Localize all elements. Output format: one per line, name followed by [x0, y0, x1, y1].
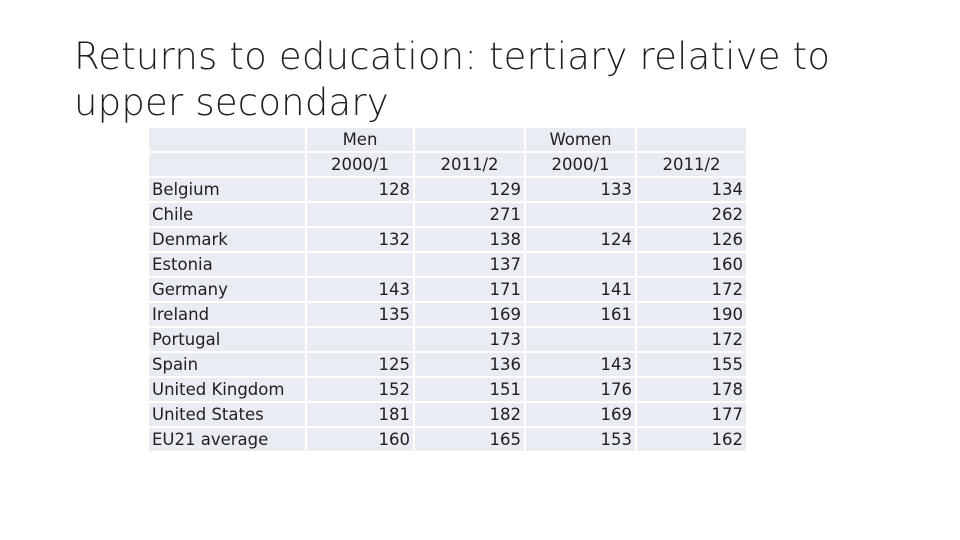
country-cell: Belgium: [149, 178, 305, 201]
header-men-2011: 2011/2: [415, 153, 524, 176]
women-2000-cell: 124: [526, 228, 635, 251]
men-2011-cell: 173: [415, 328, 524, 351]
men-2011-cell: 171: [415, 278, 524, 301]
header-cell: [149, 128, 305, 151]
women-2011-cell: 262: [637, 203, 746, 226]
men-2011-cell: 169: [415, 303, 524, 326]
women-2011-cell: 172: [637, 328, 746, 351]
country-cell: Portugal: [149, 328, 305, 351]
men-2000-cell: 135: [307, 303, 413, 326]
men-2000-cell: 152: [307, 378, 413, 401]
men-2000-cell: 160: [307, 428, 413, 451]
header-women: Women: [526, 128, 635, 151]
men-2000-cell: [307, 203, 413, 226]
men-2011-cell: 138: [415, 228, 524, 251]
men-2011-cell: 182: [415, 403, 524, 426]
table-row: EU21 average 160 165 153 162: [149, 428, 746, 451]
table-row: Portugal 173 172: [149, 328, 746, 351]
men-2000-cell: 143: [307, 278, 413, 301]
women-2011-cell: 172: [637, 278, 746, 301]
period-header-row: 2000/1 2011/2 2000/1 2011/2: [149, 153, 746, 176]
women-2011-cell: 178: [637, 378, 746, 401]
men-2000-cell: [307, 253, 413, 276]
group-header-row: Men Women: [149, 128, 746, 151]
table-row: Spain 125 136 143 155: [149, 353, 746, 376]
men-2000-cell: 128: [307, 178, 413, 201]
men-2011-cell: 151: [415, 378, 524, 401]
women-2011-cell: 126: [637, 228, 746, 251]
header-cell: [149, 153, 305, 176]
table-row: Estonia 137 160: [149, 253, 746, 276]
men-2011-cell: 129: [415, 178, 524, 201]
header-men: Men: [307, 128, 413, 151]
men-2011-cell: 271: [415, 203, 524, 226]
women-2000-cell: [526, 253, 635, 276]
women-2000-cell: 161: [526, 303, 635, 326]
country-cell: EU21 average: [149, 428, 305, 451]
header-cell: [415, 128, 524, 151]
women-2011-cell: 177: [637, 403, 746, 426]
women-2011-cell: 162: [637, 428, 746, 451]
table-row: Chile 271 262: [149, 203, 746, 226]
header-cell: [637, 128, 746, 151]
men-2000-cell: [307, 328, 413, 351]
table-row: Germany 143 171 141 172: [149, 278, 746, 301]
table-row: Ireland 135 169 161 190: [149, 303, 746, 326]
men-2011-cell: 136: [415, 353, 524, 376]
men-2000-cell: 181: [307, 403, 413, 426]
table-row: Denmark 132 138 124 126: [149, 228, 746, 251]
country-cell: Germany: [149, 278, 305, 301]
country-cell: United States: [149, 403, 305, 426]
women-2011-cell: 190: [637, 303, 746, 326]
header-women-2000: 2000/1: [526, 153, 635, 176]
women-2000-cell: [526, 328, 635, 351]
men-2000-cell: 132: [307, 228, 413, 251]
country-cell: United Kingdom: [149, 378, 305, 401]
women-2011-cell: 134: [637, 178, 746, 201]
country-cell: Estonia: [149, 253, 305, 276]
women-2011-cell: 160: [637, 253, 746, 276]
country-cell: Denmark: [149, 228, 305, 251]
country-cell: Spain: [149, 353, 305, 376]
women-2000-cell: 143: [526, 353, 635, 376]
women-2011-cell: 155: [637, 353, 746, 376]
table-row: United States 181 182 169 177: [149, 403, 746, 426]
women-2000-cell: 169: [526, 403, 635, 426]
women-2000-cell: 141: [526, 278, 635, 301]
country-cell: Ireland: [149, 303, 305, 326]
men-2011-cell: 137: [415, 253, 524, 276]
slide-title: Returns to education: tertiary relative …: [74, 35, 831, 124]
table-row: Belgium 128 129 133 134: [149, 178, 746, 201]
header-women-2011: 2011/2: [637, 153, 746, 176]
women-2000-cell: [526, 203, 635, 226]
returns-table: Men Women 2000/1 2011/2 2000/1 2011/2 Be…: [147, 126, 748, 453]
women-2000-cell: 133: [526, 178, 635, 201]
women-2000-cell: 176: [526, 378, 635, 401]
men-2011-cell: 165: [415, 428, 524, 451]
country-cell: Chile: [149, 203, 305, 226]
women-2000-cell: 153: [526, 428, 635, 451]
table-row: United Kingdom 152 151 176 178: [149, 378, 746, 401]
men-2000-cell: 125: [307, 353, 413, 376]
header-men-2000: 2000/1: [307, 153, 413, 176]
